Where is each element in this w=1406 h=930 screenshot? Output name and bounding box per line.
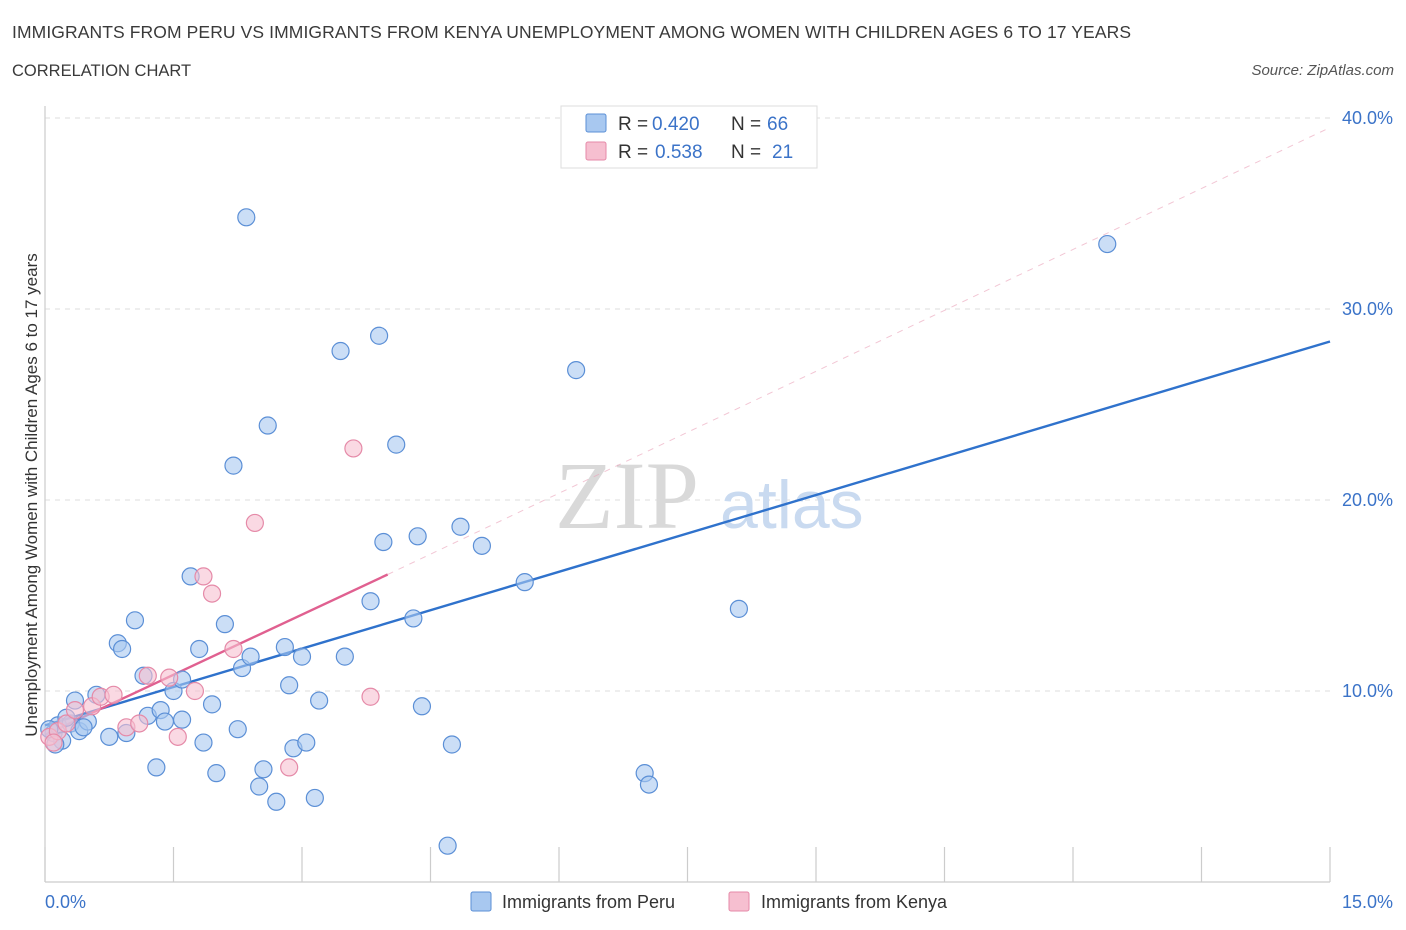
data-point-peru xyxy=(100,727,119,746)
data-point-peru xyxy=(370,326,389,345)
y-tick-label: 30.0% xyxy=(1342,299,1393,319)
watermark-zip: ZIP xyxy=(555,442,699,549)
data-point-kenya xyxy=(130,714,149,733)
data-point-peru xyxy=(451,517,470,536)
data-point-peru xyxy=(442,735,462,754)
bottom-legend-swatch-peru xyxy=(470,891,492,912)
trendline-kenya xyxy=(44,573,389,737)
chart-title: IMMIGRANTS FROM PERU VS IMMIGRANTS FROM … xyxy=(12,22,1132,42)
data-point-peru xyxy=(258,416,277,435)
data-point-peru xyxy=(194,733,213,752)
data-point-kenya xyxy=(138,666,157,685)
data-point-peru xyxy=(215,615,234,634)
data-point-kenya xyxy=(185,681,205,701)
legend-n-value-peru: 66 xyxy=(767,114,788,135)
legend-r-value-kenya: 0.538 xyxy=(655,142,703,163)
data-point-kenya xyxy=(57,714,76,733)
data-point-peru xyxy=(639,775,659,794)
data-point-peru xyxy=(155,712,175,731)
data-point-peru xyxy=(412,697,432,716)
data-point-peru xyxy=(228,720,247,739)
data-point-peru xyxy=(250,777,269,796)
data-point-peru xyxy=(254,760,273,779)
data-point-kenya xyxy=(160,668,179,687)
data-point-peru xyxy=(241,647,260,666)
trendlines xyxy=(44,127,1331,737)
data-point-peru xyxy=(202,695,222,714)
data-points xyxy=(40,208,1117,855)
data-point-kenya xyxy=(168,727,187,746)
chart-subtitle: CORRELATION CHART xyxy=(12,62,192,80)
watermark-atlas: atlas xyxy=(720,467,864,543)
watermark: ZIP atlas xyxy=(555,442,864,549)
x-tick-label: 0.0% xyxy=(45,892,86,912)
bottom-legend-label-kenya: Immigrants from Kenya xyxy=(761,892,948,912)
data-point-peru xyxy=(190,639,209,659)
data-point-peru xyxy=(387,435,406,454)
x-tick-label: 15.0% xyxy=(1342,892,1393,912)
data-point-peru xyxy=(404,609,423,628)
legend-n-label-kenya: N = xyxy=(731,142,761,163)
legend-n-value-kenya: 21 xyxy=(772,142,793,163)
data-point-kenya xyxy=(344,439,363,458)
series-legend: Immigrants from Peru Immigrants from Ken… xyxy=(470,891,948,912)
data-point-peru xyxy=(267,792,286,811)
data-point-peru xyxy=(374,532,393,552)
trendline-kenya-extension xyxy=(387,127,1331,575)
data-point-peru xyxy=(515,573,534,592)
data-point-peru xyxy=(224,456,243,475)
data-point-kenya xyxy=(361,687,380,706)
data-point-peru xyxy=(567,361,586,380)
data-point-kenya xyxy=(44,733,63,752)
data-point-peru xyxy=(335,647,354,666)
bottom-legend-swatch-kenya xyxy=(728,891,750,912)
y-tick-label: 40.0% xyxy=(1342,108,1393,128)
trendline-peru xyxy=(44,340,1331,727)
data-point-kenya xyxy=(280,758,299,777)
legend-r-label-peru: R = xyxy=(618,114,648,135)
y-axis-label: Unemployment Among Women with Children A… xyxy=(22,253,41,737)
data-point-peru xyxy=(472,536,491,555)
data-point-peru xyxy=(112,639,132,659)
grid-lines xyxy=(45,117,1330,692)
data-point-kenya xyxy=(202,584,222,603)
y-tick-label: 10.0% xyxy=(1342,681,1393,701)
legend-r-label-kenya: R = xyxy=(618,142,648,163)
legend-r-value-peru: 0.420 xyxy=(652,114,700,135)
data-point-peru xyxy=(292,647,312,666)
data-point-peru xyxy=(237,208,256,227)
data-point-peru xyxy=(147,758,166,777)
correlation-legend: R = 0.420 N = 66 R = 0.538 N = 21 xyxy=(560,105,818,169)
data-point-kenya xyxy=(224,639,243,659)
data-point-kenya xyxy=(194,567,213,586)
axes xyxy=(44,106,1331,883)
data-point-peru xyxy=(275,637,294,657)
data-point-kenya xyxy=(245,513,264,533)
data-point-peru xyxy=(125,611,145,630)
bottom-legend-label-peru: Immigrants from Peru xyxy=(502,892,675,912)
data-point-peru xyxy=(172,710,192,729)
data-point-peru xyxy=(361,592,380,611)
data-point-peru xyxy=(74,718,93,737)
data-point-peru xyxy=(280,676,299,695)
data-point-peru xyxy=(729,599,749,618)
data-point-peru xyxy=(297,733,316,752)
data-point-peru xyxy=(1098,234,1117,254)
data-point-peru xyxy=(310,691,329,710)
data-point-peru xyxy=(408,527,427,546)
legend-n-label-peru: N = xyxy=(731,114,761,135)
data-point-peru xyxy=(331,341,350,361)
source-note: Source: ZipAtlas.com xyxy=(1251,62,1394,79)
data-point-peru xyxy=(438,836,457,855)
data-point-kenya xyxy=(65,700,85,720)
legend-swatch-kenya xyxy=(585,141,607,161)
data-point-peru xyxy=(207,764,226,783)
legend-swatch-peru xyxy=(585,113,607,133)
tick-labels: 10.0% 20.0% 30.0% 40.0% 0.0% 15.0% xyxy=(45,108,1393,912)
y-tick-label: 20.0% xyxy=(1342,490,1393,510)
data-point-peru xyxy=(305,788,324,808)
data-point-kenya xyxy=(104,685,123,704)
